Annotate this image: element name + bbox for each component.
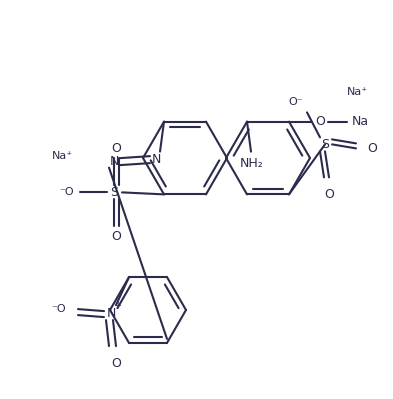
- Text: Na⁺: Na⁺: [51, 151, 73, 161]
- Text: O: O: [111, 230, 121, 243]
- Text: S: S: [321, 138, 329, 151]
- Text: N: N: [151, 153, 161, 166]
- Text: S: S: [110, 186, 118, 199]
- Text: N: N: [107, 306, 116, 320]
- Text: O: O: [111, 142, 121, 155]
- Text: O⁻: O⁻: [289, 97, 303, 107]
- Text: O: O: [315, 115, 325, 128]
- Text: +: +: [115, 300, 121, 310]
- Text: Na⁺: Na⁺: [347, 87, 367, 97]
- Text: ⁻O: ⁻O: [52, 304, 66, 314]
- Text: O: O: [324, 188, 334, 201]
- Text: ⁻O: ⁻O: [60, 188, 74, 198]
- Text: O: O: [367, 142, 377, 155]
- Text: N: N: [109, 155, 119, 168]
- Text: O: O: [111, 357, 121, 369]
- Text: NH₂: NH₂: [240, 157, 264, 170]
- Text: Na: Na: [351, 115, 369, 128]
